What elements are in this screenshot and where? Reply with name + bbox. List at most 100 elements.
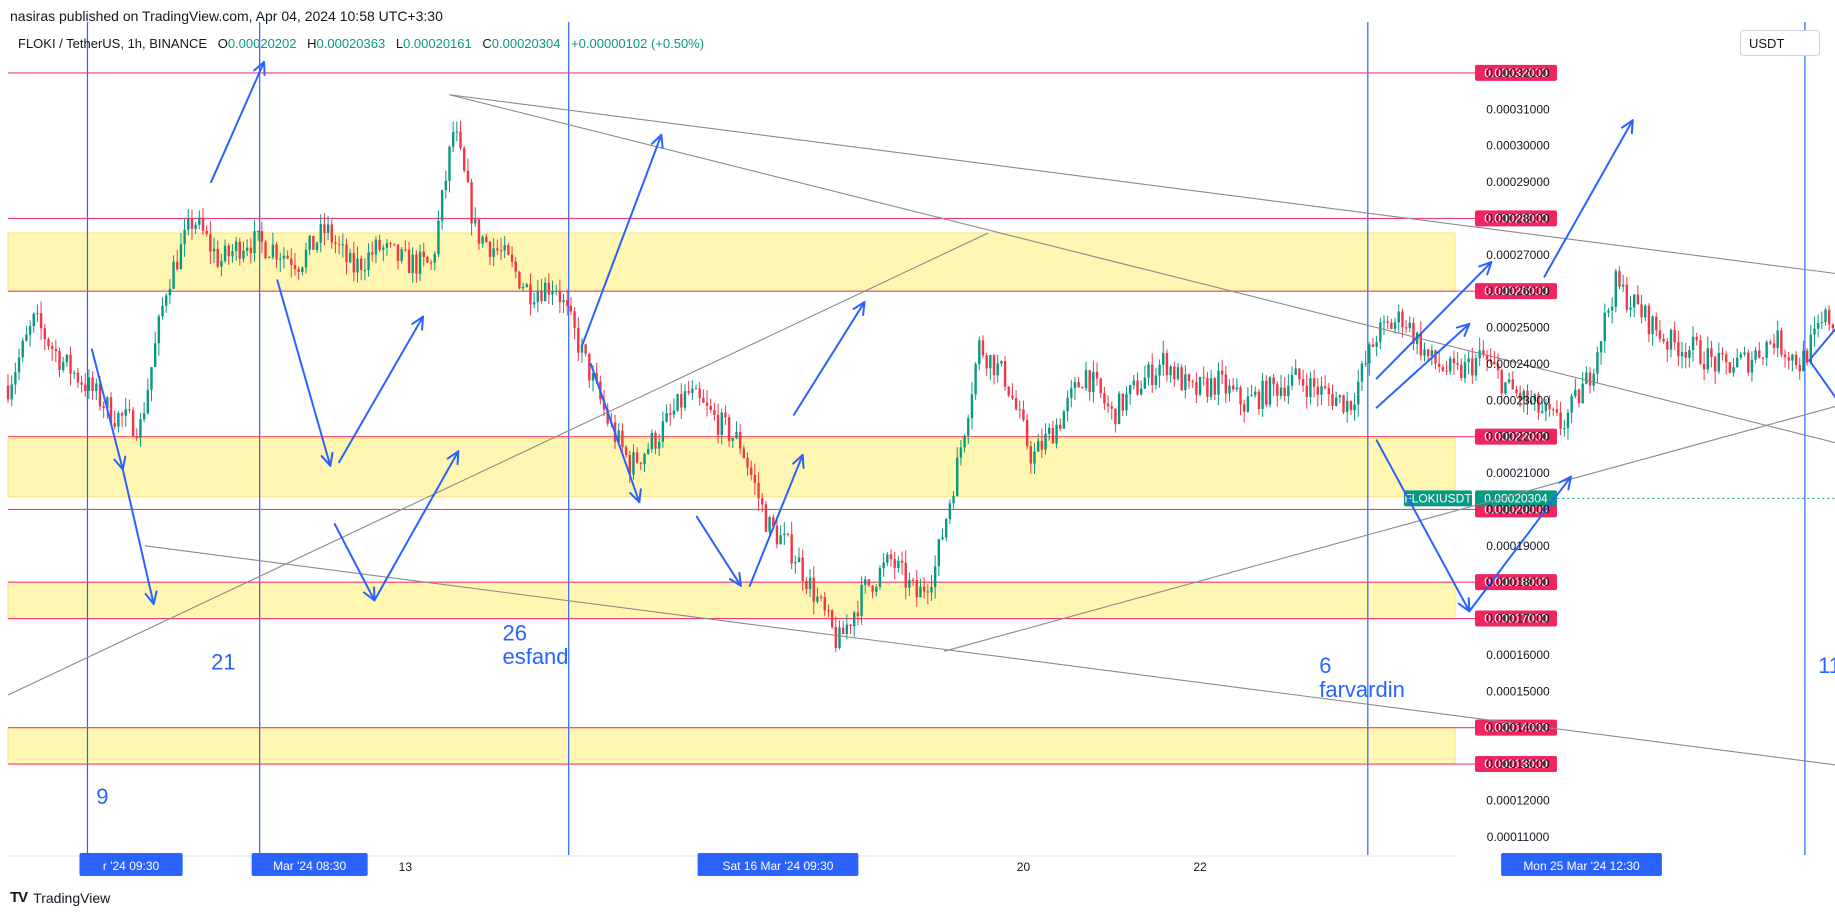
price-level-label: 0.00014000 — [1484, 721, 1548, 735]
candle-body — [451, 132, 455, 147]
candle-body — [1445, 370, 1448, 372]
candle-body — [819, 596, 823, 598]
candle-body — [356, 258, 359, 273]
candle-body — [234, 241, 238, 252]
candle-body — [992, 355, 996, 376]
forecast-arrow-head — [651, 133, 664, 149]
candle-body — [1103, 393, 1106, 404]
candle-body — [547, 282, 551, 295]
candle-body — [1323, 386, 1327, 389]
candle-body — [1644, 305, 1647, 318]
candle-body — [1268, 377, 1272, 405]
symbol-title[interactable]: FLOKI / TetherUS, 1h, BINANCE — [18, 36, 208, 51]
candle-body — [348, 253, 352, 263]
candle-body — [687, 391, 690, 393]
candle-body — [996, 363, 999, 376]
candle-body — [1059, 424, 1062, 429]
candle-body — [617, 430, 620, 442]
candle-body — [28, 326, 32, 335]
candle-body — [1276, 384, 1279, 396]
candle-body — [21, 340, 24, 358]
price-axis-tick: 0.00028000 — [1486, 211, 1550, 225]
price-axis-tick: 0.00020000 — [1486, 502, 1550, 516]
candle-body — [367, 252, 370, 270]
candle-body — [823, 597, 826, 611]
candle-body — [1187, 374, 1191, 382]
candle-body — [1084, 370, 1088, 389]
candle-body — [900, 560, 904, 563]
candle-body — [1585, 372, 1588, 384]
candle-body — [1294, 368, 1297, 375]
candle-body — [944, 519, 948, 538]
candle-body — [1349, 400, 1353, 411]
candle-body — [1143, 377, 1147, 389]
forecast-arrow-head — [1558, 475, 1572, 491]
candle-body — [1202, 377, 1205, 379]
forecast-arrow-head — [1455, 322, 1471, 337]
candle-body — [967, 418, 970, 436]
forecast-arrow — [1375, 322, 1471, 409]
candle-body — [1228, 385, 1231, 394]
candle-body — [676, 394, 679, 411]
candle-body — [1658, 330, 1662, 339]
candle-body — [1452, 358, 1456, 364]
candle-body — [1688, 350, 1691, 358]
candle-body — [260, 230, 264, 242]
candle-body — [360, 258, 363, 271]
forecast-arrow — [90, 348, 124, 471]
candle-body — [496, 248, 499, 251]
candle-body — [650, 433, 654, 450]
price-level-badge — [1475, 428, 1557, 445]
candle-body — [1728, 362, 1732, 373]
brand-name: TradingView — [33, 889, 111, 906]
candle-body — [187, 218, 190, 230]
candle-body — [856, 612, 860, 617]
candle-body — [1449, 358, 1452, 372]
candle-body — [783, 533, 786, 536]
candle-body — [1151, 364, 1154, 386]
candle-body — [694, 388, 698, 390]
candle-body — [1239, 387, 1242, 405]
candle-body — [1460, 364, 1463, 379]
candle-body — [455, 131, 459, 133]
candle-body — [385, 243, 389, 248]
candle-body — [371, 252, 374, 255]
support-resistance-zone — [7, 438, 1456, 498]
tradingview-brand[interactable]: TV TradingView — [10, 889, 110, 906]
candle-body — [256, 230, 260, 232]
candle-body — [580, 344, 584, 353]
candle-body — [150, 366, 153, 390]
candle-body — [315, 242, 319, 250]
candle-body — [165, 295, 168, 306]
candle-body — [1025, 419, 1029, 447]
forecast-arrow-head — [629, 488, 642, 504]
candle-body — [716, 414, 720, 436]
candle-body — [669, 413, 672, 415]
candle-body — [735, 432, 738, 439]
candle-body — [1051, 427, 1055, 444]
candle-body — [139, 419, 142, 438]
candle-body — [970, 394, 974, 419]
currency-selector[interactable]: USDT — [1740, 30, 1820, 56]
candle-body — [632, 452, 635, 475]
candle-body — [1298, 368, 1301, 380]
price-level-badge — [1475, 64, 1557, 81]
candle-body — [1765, 341, 1768, 359]
candle-body — [470, 182, 473, 224]
candle-body — [753, 474, 757, 483]
candle-body — [727, 417, 731, 441]
candle-body — [915, 579, 918, 598]
candle-body — [1574, 389, 1577, 397]
candle-body — [1655, 316, 1658, 331]
candle-body — [639, 462, 643, 464]
time-highlight-label: Mon 25 Mar '24 12:30 — [1523, 859, 1640, 873]
candle-body — [76, 372, 80, 383]
candle-body — [290, 258, 293, 265]
candle-body — [14, 372, 17, 385]
candle-body — [205, 230, 208, 235]
candle-body — [680, 394, 683, 408]
candle-body — [624, 447, 628, 456]
candle-body — [926, 591, 929, 593]
candle-body — [415, 254, 418, 274]
